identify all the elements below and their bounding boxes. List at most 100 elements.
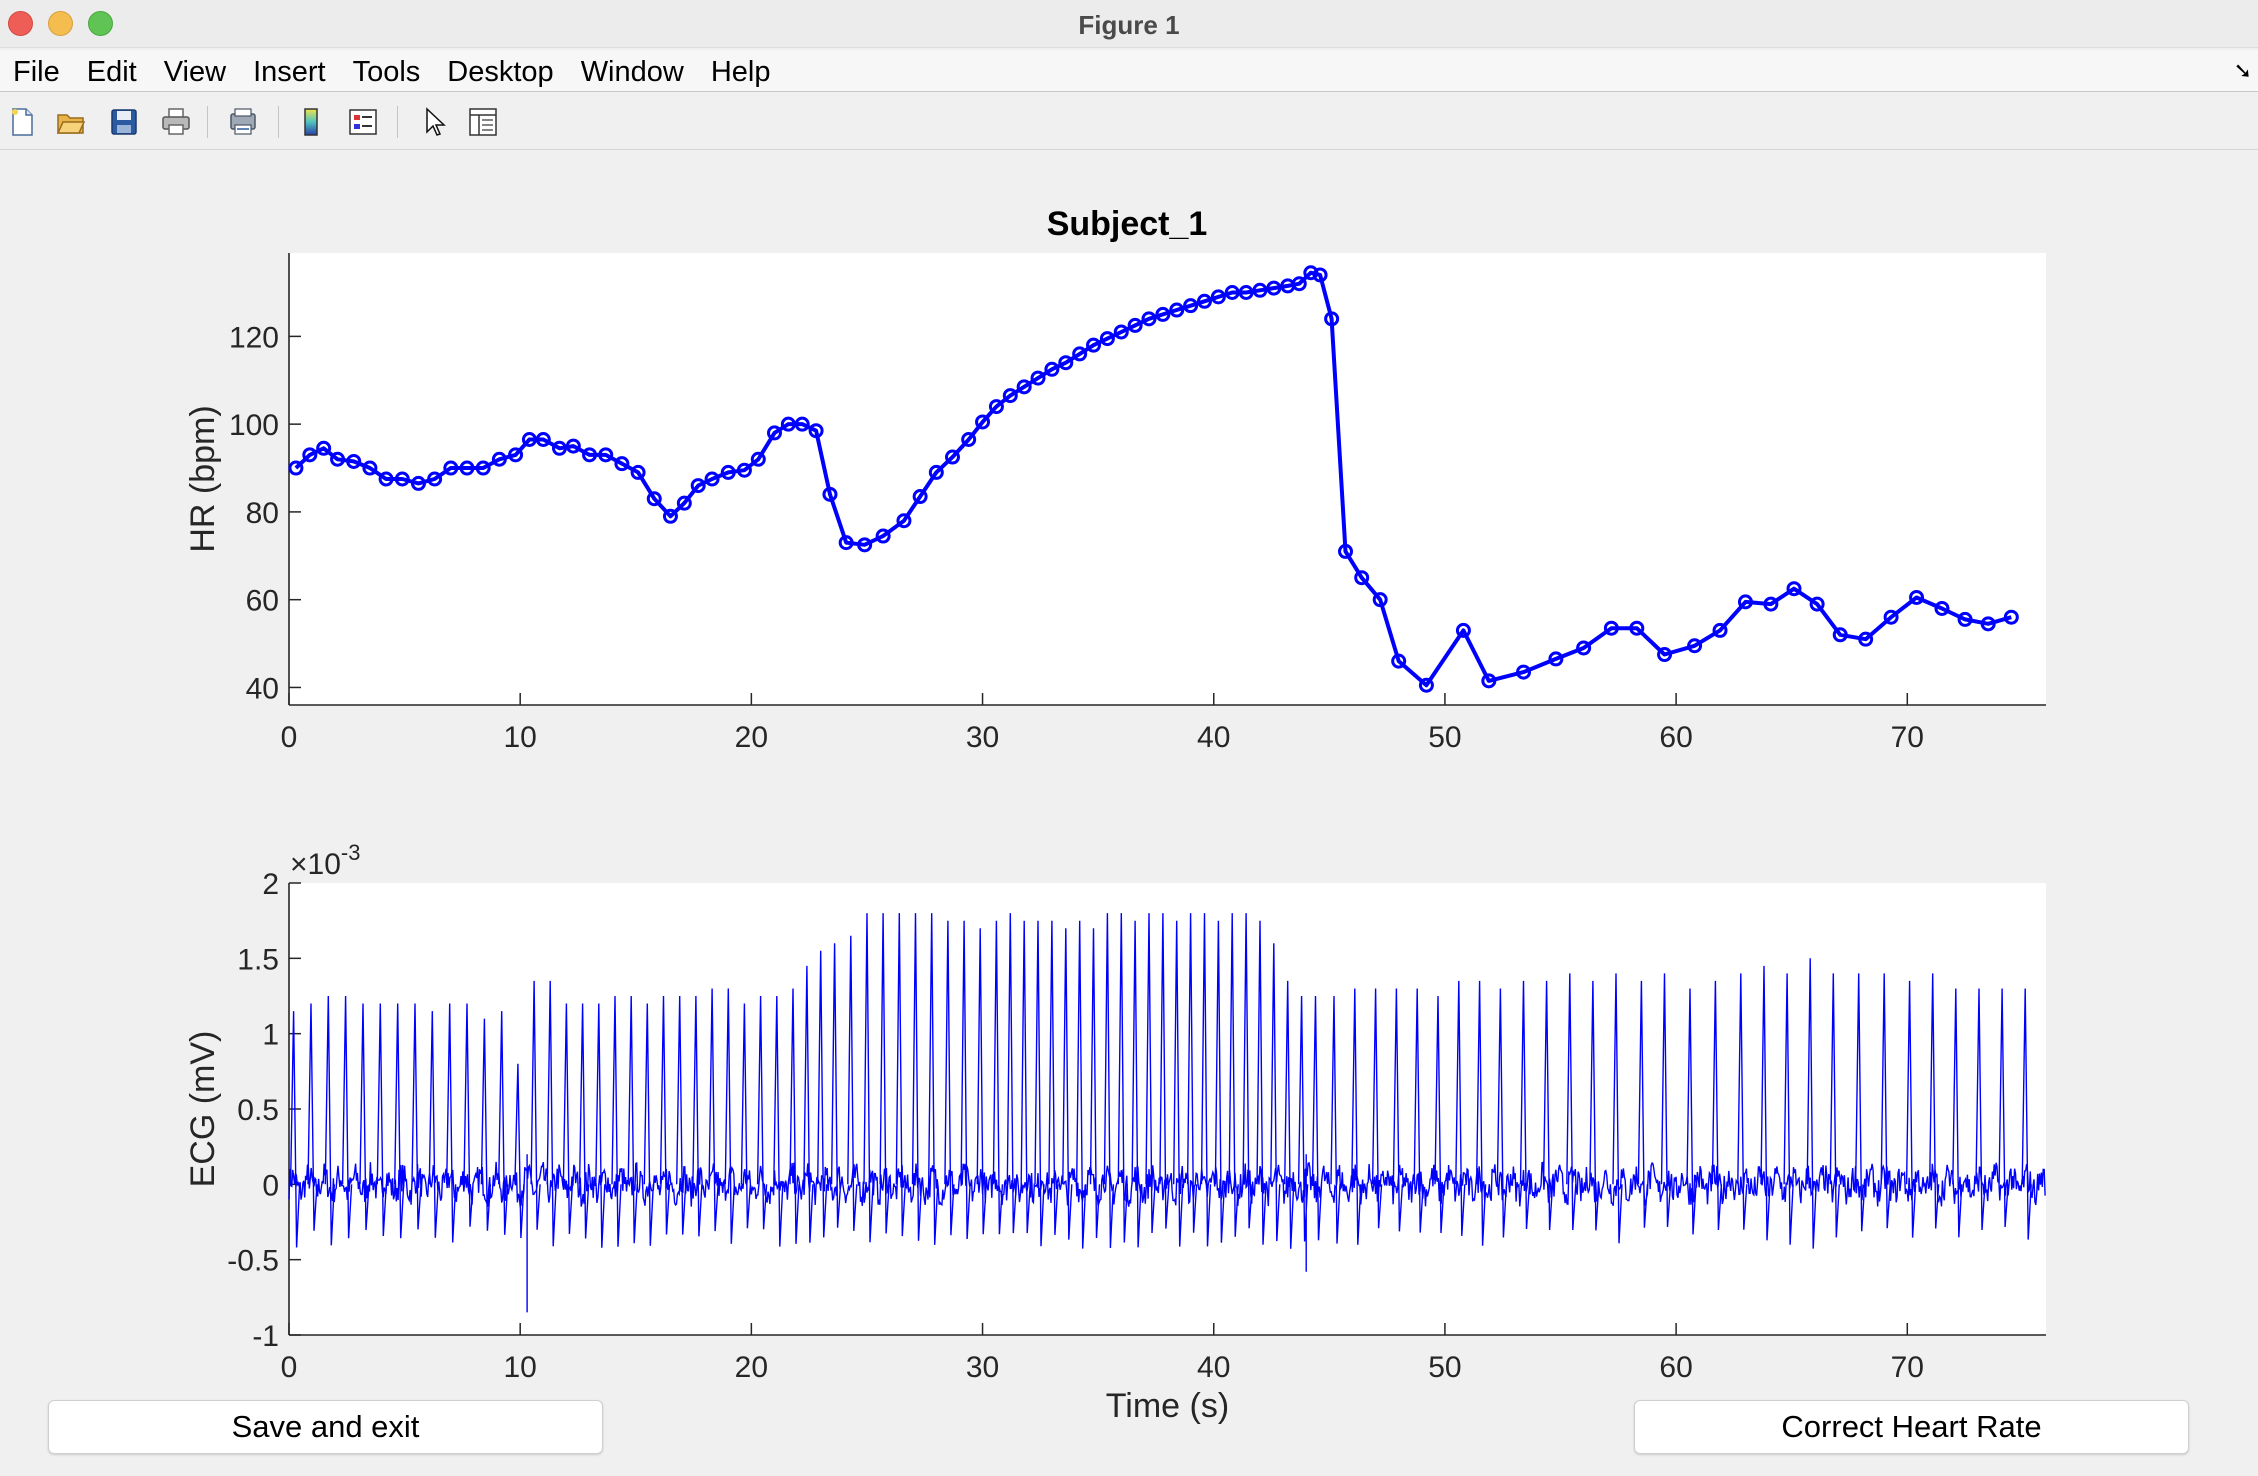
hr-data-point — [1303, 265, 1319, 281]
y-tick-label: 0 — [262, 1169, 279, 1202]
hr-data-point — [961, 432, 977, 448]
hr-data-point — [1169, 302, 1185, 318]
hr-data-point — [1099, 331, 1115, 347]
hr-data-point — [1809, 596, 1825, 612]
y-tick-label: 1 — [262, 1019, 279, 1052]
menu-bar-filler: ➘ — [880, 50, 2258, 92]
hr-data-point — [1238, 284, 1254, 300]
hr-data-point — [1291, 276, 1307, 292]
print-preview-icon[interactable] — [227, 106, 259, 138]
hr-data-point — [1016, 379, 1032, 395]
hr-data-point — [378, 471, 394, 487]
hr-data-point — [1266, 280, 1282, 296]
x-tick-label: 50 — [1428, 1351, 1461, 1384]
colorbar-icon[interactable] — [295, 106, 327, 138]
hr-data-point — [794, 416, 810, 432]
menu-window[interactable]: Window — [580, 56, 684, 88]
hr-data-point — [1196, 293, 1212, 309]
hr-data-point — [330, 451, 346, 467]
hr-data-point — [1657, 647, 1673, 663]
hr-data-point — [750, 451, 766, 467]
hr-data-point — [944, 449, 960, 465]
hr-data-point — [808, 423, 824, 439]
hr-data-point — [690, 478, 706, 494]
y-tick-label: 100 — [229, 409, 279, 442]
hr-data-point — [427, 471, 443, 487]
x-tick-label: 30 — [966, 1351, 999, 1384]
hr-data-point — [1372, 592, 1388, 608]
hr-data-point — [1934, 600, 1950, 616]
hr-data-point — [1858, 631, 1874, 647]
hr-data-point — [704, 471, 720, 487]
dock-arrow-icon[interactable]: ➘ — [2233, 58, 2252, 83]
pointer-icon[interactable] — [418, 106, 450, 138]
menu-edit[interactable]: Edit — [86, 56, 137, 88]
x-tick-label: 10 — [503, 721, 536, 754]
maximize-window-button[interactable] — [88, 11, 113, 36]
save-and-exit-button[interactable]: Save and exit — [48, 1400, 603, 1454]
hr-data-point — [1113, 324, 1129, 340]
menu-bar: File Edit View Insert Tools Desktop Wind… — [0, 50, 880, 92]
x-tick-label: 10 — [503, 1351, 536, 1384]
property-inspector-icon[interactable] — [467, 106, 499, 138]
hr-data-point — [1548, 651, 1564, 667]
x-tick-label: 70 — [1891, 1351, 1924, 1384]
hr-data-point — [1224, 284, 1240, 300]
close-window-button[interactable] — [8, 11, 33, 36]
hr-data-point — [1058, 355, 1074, 371]
y-tick-label: 120 — [229, 321, 279, 354]
hr-data-point — [394, 471, 410, 487]
hr-data-point — [1455, 622, 1471, 638]
window-titlebar: Figure 1 — [0, 0, 2258, 48]
figure-canvas: Subject_1 0 10 20 30 40 50 60 70 40 60 80 100 120 HR … — [0, 150, 2258, 1476]
hr-data-point — [1418, 677, 1434, 693]
menu-view[interactable]: View — [163, 56, 227, 88]
menu-help[interactable]: Help — [710, 56, 771, 88]
hr-data-point — [676, 495, 692, 511]
hr-data-point — [1786, 581, 1802, 597]
correct-heart-rate-button[interactable]: Correct Heart Rate — [1634, 1400, 2189, 1454]
hr-data-point — [1044, 361, 1060, 377]
ecg-series-line — [288, 913, 2046, 1313]
menu-tools[interactable]: Tools — [352, 56, 421, 88]
legend-icon[interactable] — [347, 106, 379, 138]
menu-desktop[interactable]: Desktop — [447, 56, 554, 88]
hr-data-point — [1086, 337, 1102, 353]
print-icon[interactable] — [160, 106, 192, 138]
minimize-window-button[interactable] — [48, 11, 73, 36]
hr-data-point — [1127, 317, 1143, 333]
hr-data-point — [1183, 298, 1199, 314]
menu-insert[interactable]: Insert — [253, 56, 326, 88]
hr-data-point — [1980, 616, 1996, 632]
y-tick-label: 1.5 — [237, 943, 279, 976]
y-tick-label: 80 — [246, 497, 279, 530]
menu-file[interactable]: File — [13, 56, 60, 88]
hr-data-point — [1252, 282, 1268, 298]
hr-data-point — [1391, 653, 1407, 669]
hr-data-point — [912, 489, 928, 505]
x-tick-label: 0 — [281, 721, 298, 754]
window-title: Figure 1 — [1078, 10, 1180, 40]
hr-data-point — [491, 451, 507, 467]
hr-data-point — [875, 528, 891, 544]
hr-axes[interactable]: 0 10 20 30 40 50 60 70 40 60 80 100 120 HR (bpm) — [184, 253, 2046, 754]
hr-data-point — [535, 432, 551, 448]
new-figure-icon[interactable] — [6, 106, 38, 138]
open-file-icon[interactable] — [55, 106, 87, 138]
hr-data-point — [302, 447, 318, 463]
hr-data-point — [475, 460, 491, 476]
x-axis-label: Time (s) — [1106, 1387, 1229, 1425]
hr-data-point — [459, 460, 475, 476]
hr-data-point — [316, 440, 332, 456]
x-tick-label: 60 — [1659, 1351, 1692, 1384]
hr-data-point — [838, 535, 854, 551]
plot-area — [289, 253, 2046, 705]
ecg-axes[interactable]: 0 10 20 30 40 50 60 70 2 1.5 1 0.5 0 -0.5 -1 ECG (mV) Ti… — [184, 840, 2046, 1425]
x-tick-label: 70 — [1891, 721, 1924, 754]
hr-data-point — [1883, 609, 1899, 625]
hr-data-point — [1338, 543, 1354, 559]
save-icon[interactable] — [108, 106, 140, 138]
hr-data-point — [1603, 620, 1619, 636]
y-axis-exponent: ×10-3 — [290, 840, 360, 881]
x-tick-label: 60 — [1659, 721, 1692, 754]
